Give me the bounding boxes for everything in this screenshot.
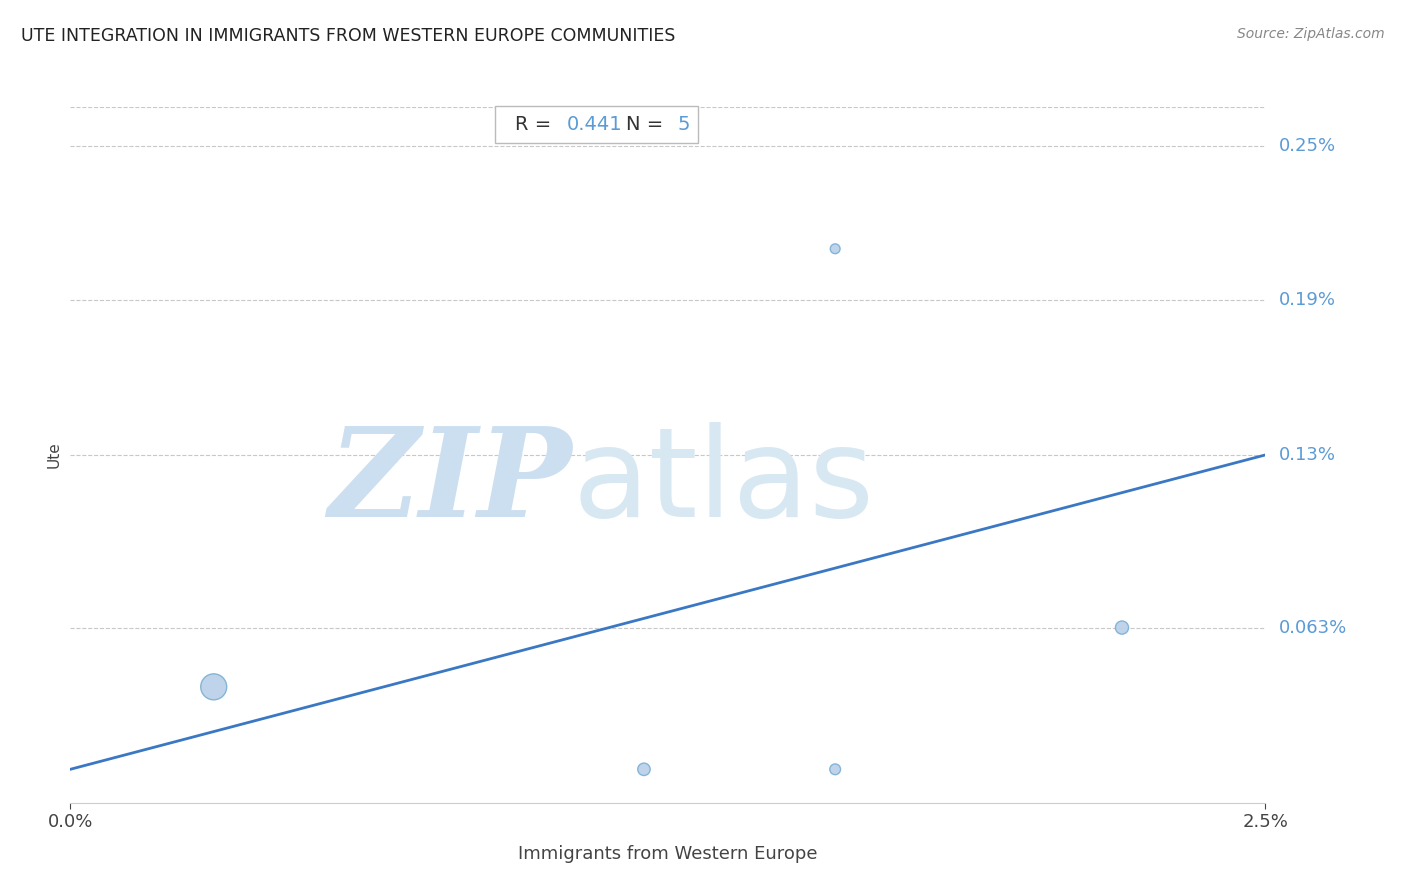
Text: Source: ZipAtlas.com: Source: ZipAtlas.com	[1237, 27, 1385, 41]
Text: UTE INTEGRATION IN IMMIGRANTS FROM WESTERN EUROPE COMMUNITIES: UTE INTEGRATION IN IMMIGRANTS FROM WESTE…	[21, 27, 675, 45]
Point	[633, 762, 655, 776]
Text: 0.441: 0.441	[567, 115, 621, 134]
Text: 0.19%: 0.19%	[1279, 292, 1336, 310]
Point	[202, 680, 225, 694]
Text: atlas: atlas	[572, 422, 875, 543]
Y-axis label: Ute: Ute	[46, 442, 62, 468]
Point	[824, 242, 846, 256]
Point	[1111, 621, 1133, 635]
Text: 0.25%: 0.25%	[1279, 136, 1337, 154]
Text: R =: R =	[515, 115, 557, 134]
Text: 0.13%: 0.13%	[1279, 446, 1336, 464]
X-axis label: Immigrants from Western Europe: Immigrants from Western Europe	[517, 845, 818, 863]
Text: ZIP: ZIP	[329, 422, 572, 543]
Text: 0.063%: 0.063%	[1279, 618, 1347, 637]
Text: N =: N =	[626, 115, 669, 134]
Point	[824, 762, 846, 776]
Text: 5: 5	[678, 115, 690, 134]
Text: R = 0.441    N = 5: R = 0.441 N = 5	[503, 115, 689, 134]
